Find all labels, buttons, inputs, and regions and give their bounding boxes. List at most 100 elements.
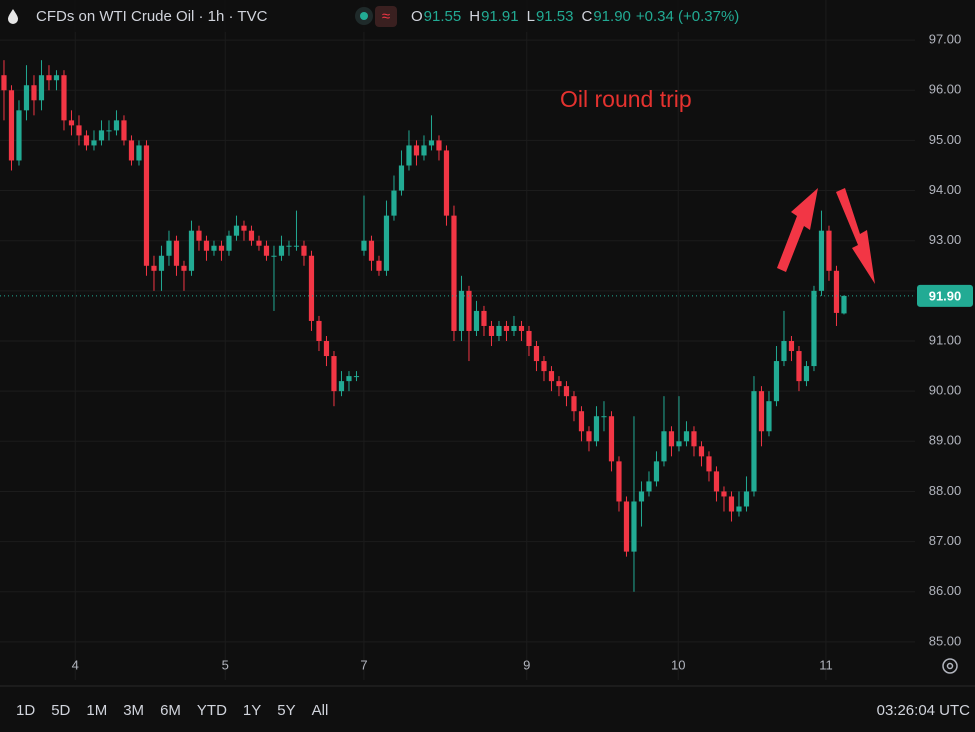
candle-body	[173, 240, 180, 266]
candle-body	[338, 381, 345, 392]
candle-body	[773, 361, 780, 402]
candle-body	[151, 265, 157, 271]
candle-body	[376, 260, 382, 271]
candle-body	[428, 140, 435, 146]
candle-body	[53, 75, 60, 81]
x-tick-label: 5	[222, 657, 229, 672]
candle-body	[128, 140, 135, 161]
range-button[interactable]: 5D	[51, 702, 70, 719]
ohlc-value: 91.90	[593, 8, 631, 25]
candle-body	[23, 85, 30, 111]
clock: 03:26:04 UTC	[877, 702, 971, 719]
candle-body	[826, 230, 832, 271]
arrow-up	[777, 188, 818, 272]
candle-body	[743, 491, 750, 507]
candle-body	[458, 290, 465, 331]
y-tick-label: 89.00	[929, 433, 962, 448]
candle-body	[608, 416, 615, 462]
candle-body	[218, 245, 225, 251]
candle-body	[436, 140, 442, 151]
candle-body	[106, 130, 112, 132]
x-tick-label: 4	[72, 657, 79, 672]
candle-body	[346, 376, 352, 382]
candle-body	[736, 506, 742, 512]
candle-body	[76, 125, 82, 136]
x-tick-label: 9	[523, 657, 530, 672]
ohlc-legend: O 91.55 H 91.91 L 91.53 C 91.90 +0.34 (+0.37%)	[411, 8, 739, 25]
candle-body	[721, 491, 727, 497]
candle-body	[638, 491, 645, 502]
candle-body	[488, 325, 495, 336]
candle-body	[593, 416, 600, 442]
candle-body	[91, 140, 97, 146]
candle-body	[496, 325, 502, 336]
last-price-label: 91.90	[929, 288, 962, 303]
candle-body	[833, 270, 840, 313]
toolbar: 1D 5D 1M 3M 6M YTD 1Y 5Y All	[16, 702, 328, 719]
candle-body	[451, 215, 457, 331]
candle-body	[31, 85, 37, 101]
y-tick-label: 87.00	[929, 533, 962, 548]
candle-body	[511, 325, 517, 331]
candle-body	[83, 135, 90, 146]
candle-body	[623, 501, 630, 552]
candle-body	[586, 431, 592, 442]
y-tick-label: 93.00	[929, 232, 962, 247]
candle-body	[421, 145, 427, 156]
x-tick-label: 11	[819, 657, 833, 672]
ohlc-key: H	[469, 8, 480, 25]
y-tick-label: 90.00	[929, 383, 962, 398]
candles	[1, 60, 847, 592]
range-button[interactable]: 1D	[16, 702, 35, 719]
candle-body	[286, 245, 292, 247]
candle-body	[796, 351, 802, 382]
settings-icon[interactable]	[942, 658, 958, 674]
candle-body	[211, 245, 217, 251]
candle-body	[548, 371, 555, 382]
candle-body	[188, 230, 195, 271]
candle-body	[241, 225, 247, 231]
range-button[interactable]: 5Y	[277, 702, 295, 719]
candle-body	[16, 110, 22, 161]
candle-body	[1, 75, 7, 91]
candle-body	[61, 75, 67, 121]
candle-body	[473, 310, 480, 331]
candle-body	[631, 501, 637, 552]
candle-body	[68, 120, 75, 126]
candle-body	[256, 240, 262, 246]
candle-body	[683, 431, 690, 442]
y-tick-label: 97.00	[929, 32, 962, 47]
candle-body	[503, 325, 510, 331]
candle-body	[406, 145, 412, 166]
candle-body	[391, 190, 397, 216]
candle-body	[166, 240, 172, 256]
candle-body	[331, 356, 337, 392]
y-tick-label: 91.00	[929, 332, 962, 347]
candle-body	[803, 366, 810, 382]
candle-body	[541, 361, 547, 372]
candle-body	[811, 290, 817, 367]
candle-body	[136, 145, 142, 161]
status-dot	[360, 12, 368, 20]
header-title: CFDs on WTI Crude Oil · 1h · TVC	[36, 8, 268, 25]
candle-body	[8, 90, 15, 161]
candle-body	[556, 381, 562, 387]
wave-icon: ≈	[382, 8, 390, 25]
range-button[interactable]: All	[312, 702, 329, 719]
last-price-box	[917, 284, 973, 307]
range-button[interactable]: YTD	[197, 702, 227, 719]
candle-body	[301, 245, 307, 256]
range-button[interactable]: 1M	[86, 702, 107, 719]
range-button[interactable]: 1Y	[243, 702, 261, 719]
range-button[interactable]: 3M	[123, 702, 144, 719]
candle-body	[316, 320, 322, 342]
candle-body	[668, 431, 675, 447]
candle-body	[646, 481, 652, 492]
wave-badge	[375, 6, 397, 27]
candle-body	[121, 120, 127, 141]
drop-icon	[8, 9, 18, 24]
candle-body	[653, 461, 660, 482]
range-button[interactable]: 6M	[160, 702, 181, 719]
candle-body	[383, 215, 390, 271]
